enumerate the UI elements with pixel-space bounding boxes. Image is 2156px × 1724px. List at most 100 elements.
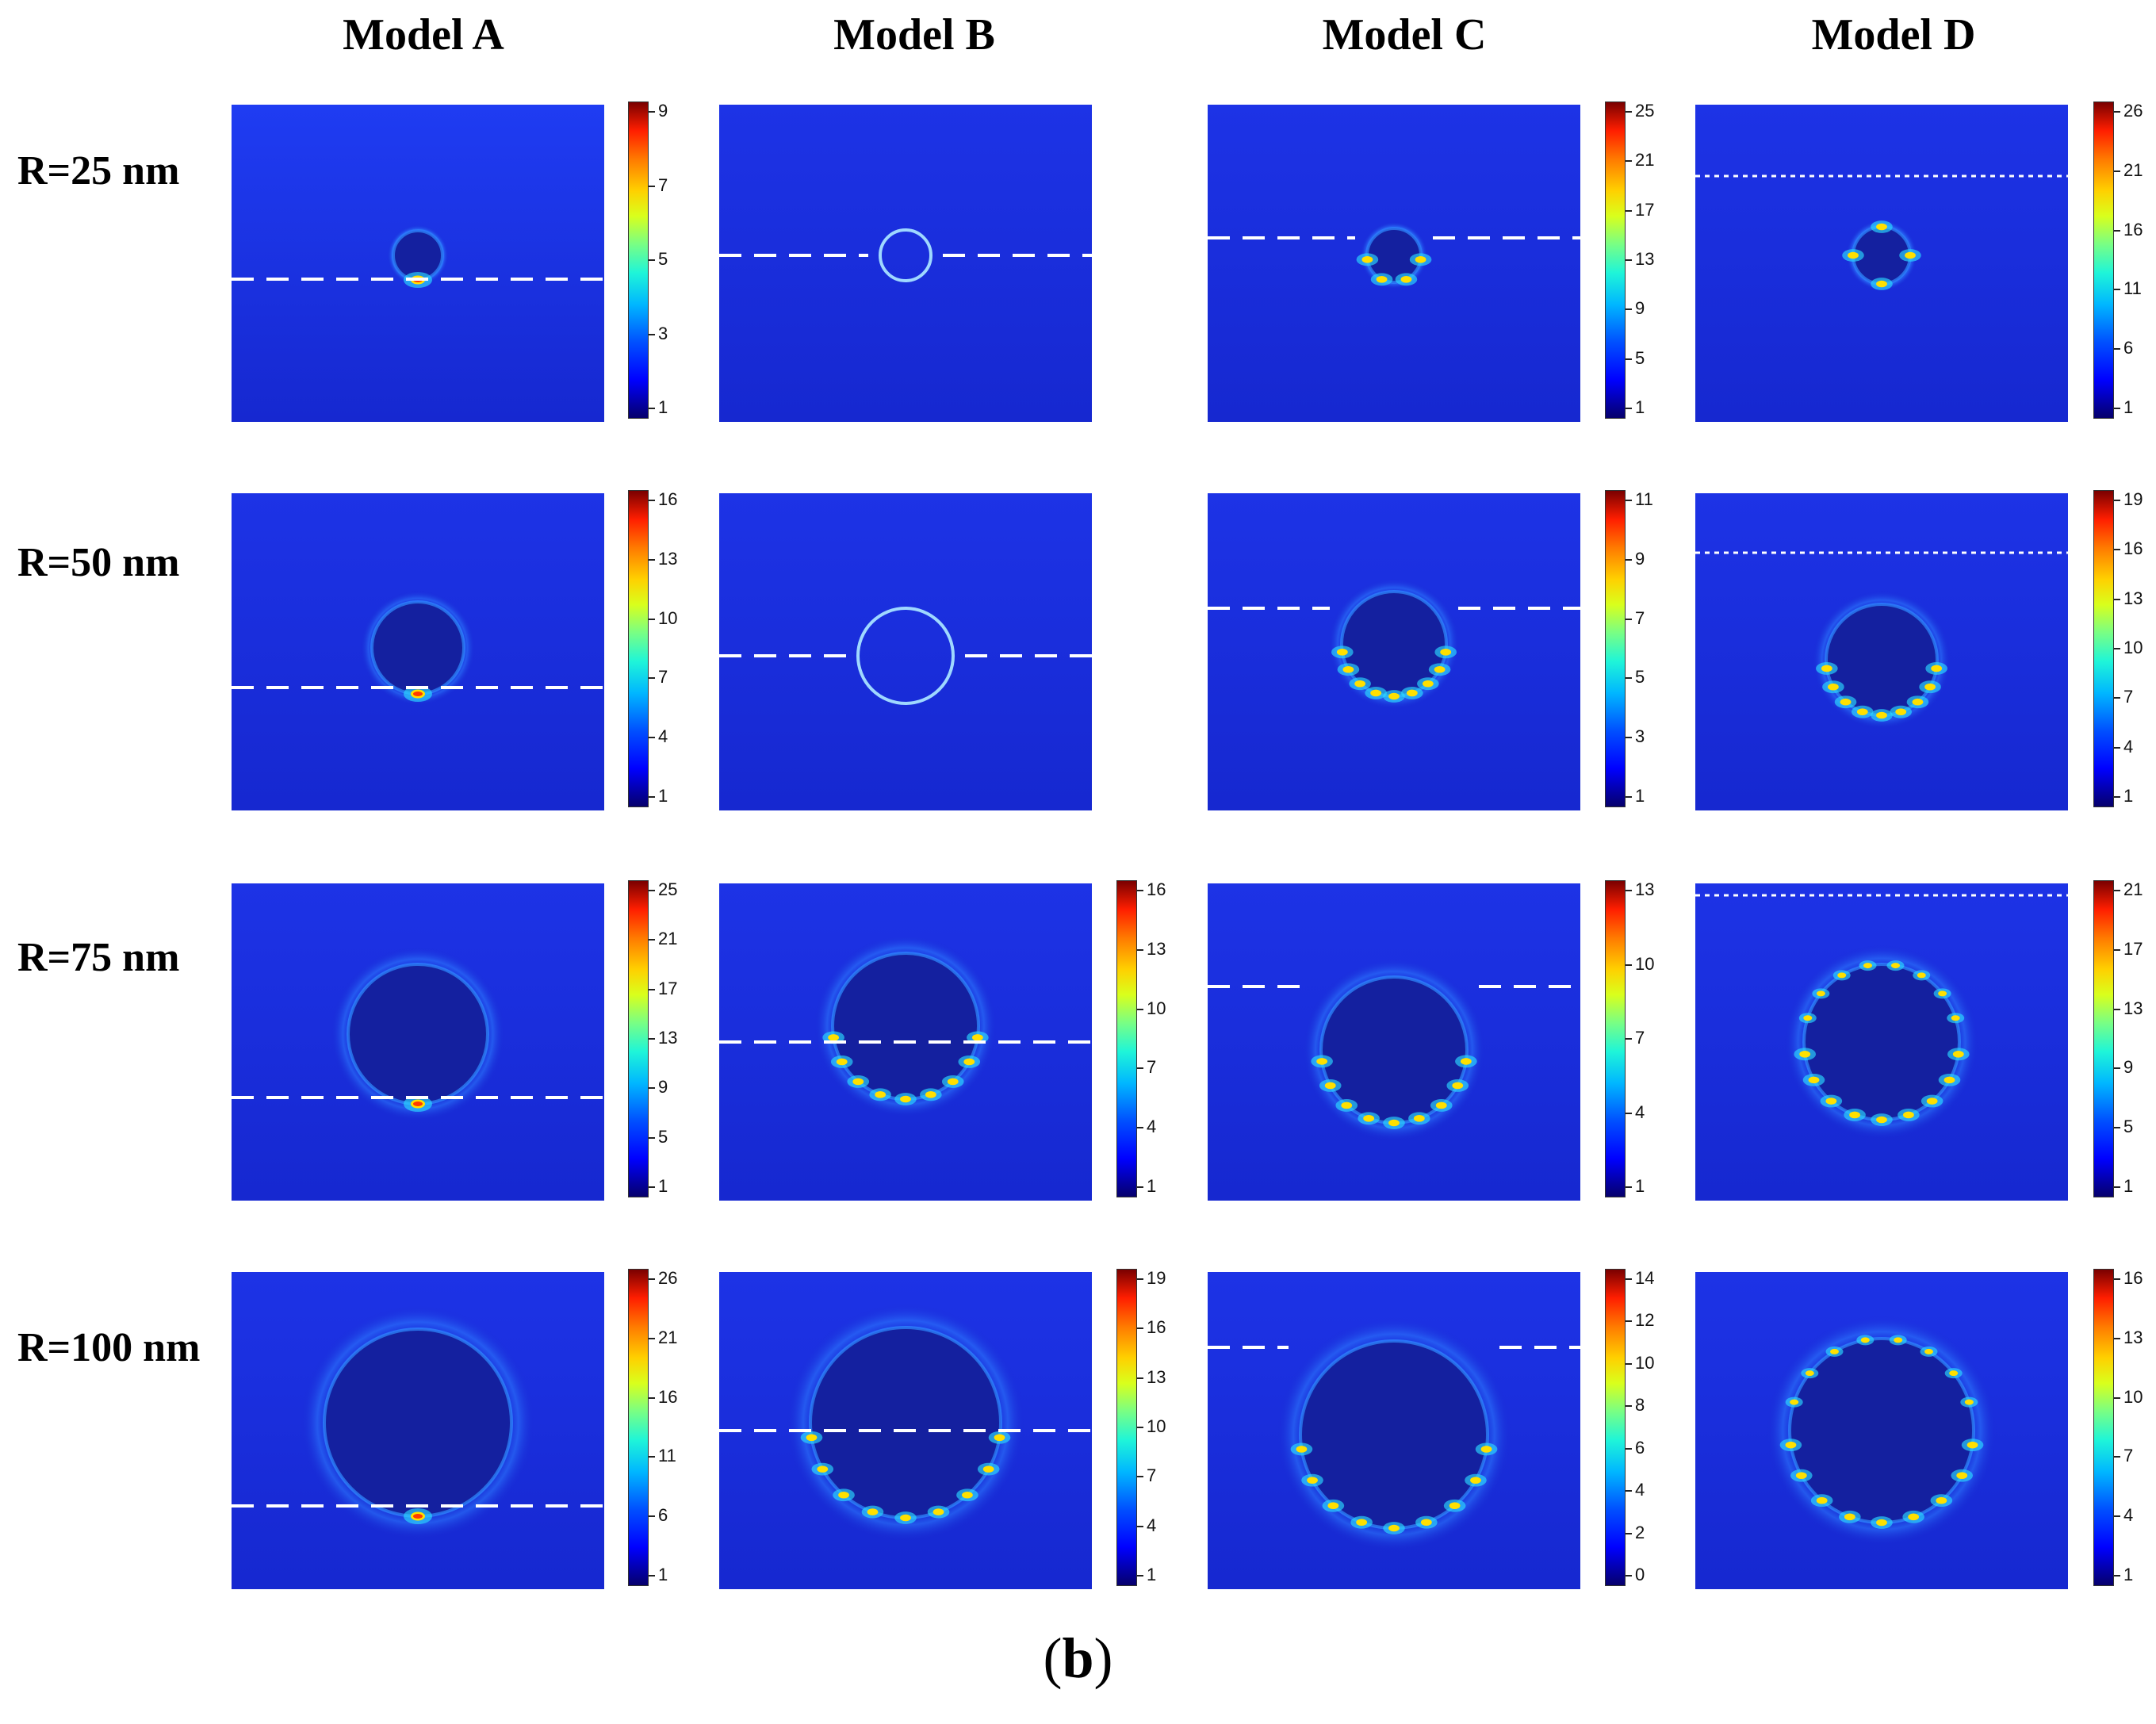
field-map-panel-a-row4: [232, 1272, 604, 1589]
colorbar-tick-label: 0: [1635, 1565, 1645, 1584]
particle-interior: [372, 602, 464, 694]
hotspot-core: [1376, 275, 1388, 283]
hotspot-core: [1324, 1082, 1336, 1090]
colorbar-tick-label: 9: [658, 1077, 668, 1098]
colorbar-tick-label: 10: [1635, 1352, 1655, 1373]
hotspot-core: [1790, 1399, 1799, 1405]
particle-interior: [1804, 964, 1959, 1120]
hotspot-core: [1356, 1519, 1368, 1527]
hotspot-core: [1840, 698, 1852, 706]
colorbar-d-row1: 26 21 16 11 6 1: [2093, 101, 2156, 419]
colorbar-tick-label: 1: [2123, 397, 2134, 417]
column-title-model-a: Model A: [343, 10, 504, 59]
colorbar-tick-label: 13: [658, 1028, 678, 1048]
hotspot-core: [1876, 1116, 1887, 1124]
hotspot-core: [1936, 1496, 1947, 1504]
colorbar-tick-label: 1: [658, 786, 668, 806]
colorbar-tick-label: 13: [1635, 249, 1655, 269]
particle-outline: [879, 228, 932, 282]
field-map-panel-b-row2: [719, 493, 1092, 810]
colorbar-tick-label: 6: [1635, 1437, 1645, 1458]
colorbar-tick-label: 10: [1147, 998, 1166, 1018]
colorbar-tick-label: 7: [2123, 1446, 2134, 1466]
field-map-panel-a-row3: [232, 883, 604, 1201]
colorbar-tick-label: 12: [1635, 1310, 1655, 1331]
hotspot-core: [1931, 665, 1943, 672]
colorbar-tick-label: 9: [1635, 298, 1645, 319]
colorbar-tick-label: 17: [1635, 199, 1655, 220]
colorbar-tick-label: 11: [2123, 278, 2142, 299]
hotspot-core: [1876, 280, 1887, 288]
hotspot-core: [867, 1508, 879, 1515]
hotspot-core: [1460, 1058, 1472, 1065]
hotspot-core: [1905, 251, 1916, 259]
particle-interior: [1790, 1339, 1974, 1523]
colorbar-tick-label: 13: [1147, 938, 1166, 959]
hotspot-core: [1805, 1370, 1814, 1377]
colorbar-tick-label: 16: [658, 489, 678, 509]
colorbar-c-row2: 11 9 7 5 3 1: [1605, 489, 1676, 807]
row-label-r75: R=75 nm: [17, 935, 180, 980]
hotspot-core: [1951, 1015, 1960, 1021]
hotspot-core: [1876, 223, 1887, 231]
column-title-model-c: Model C: [1322, 10, 1487, 59]
hotspot-core: [1964, 1399, 1974, 1405]
colorbar-tick-label: 26: [658, 1268, 678, 1288]
hotspot-core: [1816, 1496, 1828, 1504]
colorbar-tick-label: 16: [2123, 538, 2143, 559]
hotspot-core: [963, 1058, 975, 1066]
field-map-panel-c-row4: [1208, 1272, 1580, 1589]
colorbar-tick-label: 19: [2123, 489, 2143, 509]
colorbar-tick-label: 3: [1635, 726, 1645, 747]
colorbar-tick-label: 10: [2123, 1386, 2143, 1407]
hotspot-core: [1434, 665, 1446, 673]
colorbar-tick-label: 21: [1635, 150, 1655, 170]
hotspot-core: [817, 1465, 829, 1473]
hotspot-core: [1837, 972, 1847, 979]
colorbar-tick-label: 7: [658, 174, 668, 195]
colorbar-tick-label: 16: [1147, 879, 1166, 899]
hotspot-core: [1903, 1111, 1914, 1119]
colorbar-tick-label: 11: [658, 1446, 676, 1466]
colorbar-tick-label: 10: [1147, 1416, 1166, 1436]
colorbar-gradient: [1116, 880, 1137, 1197]
hotspot-core: [1924, 1348, 1933, 1354]
colorbar-gradient: [2093, 490, 2114, 807]
field-map-panel-a-row2: [232, 493, 604, 810]
hotspot-core: [1341, 1101, 1353, 1109]
colorbar-tick-label: 1: [2123, 786, 2134, 806]
colorbar-tick-label: 4: [1147, 1515, 1157, 1535]
hotspot-core: [1895, 708, 1907, 715]
colorbar-tick-label: 16: [2123, 1268, 2143, 1288]
particle-outline: [856, 607, 955, 705]
colorbar-b-row3: 16 13 10 7 4 1: [1116, 879, 1188, 1197]
colorbar-tick-label: 1: [658, 1565, 668, 1584]
colorbar-tick-label: 7: [1147, 1057, 1157, 1078]
field-map-panel-b-row4: [719, 1272, 1092, 1589]
hotspot-core: [1863, 963, 1873, 969]
colorbar-d-row4: 16 13 10 7 4 1: [2093, 1268, 2156, 1586]
hotspot-core: [971, 1034, 983, 1041]
colorbar-tick-label: 7: [2123, 687, 2134, 707]
column-title-model-b: Model B: [833, 10, 995, 59]
hotspot-core: [1400, 275, 1412, 283]
colorbar-tick-label: 10: [658, 607, 678, 628]
colorbar-tick-label: 3: [658, 323, 668, 343]
hotspot-core: [1966, 1441, 1978, 1449]
colorbar-gradient: [628, 102, 649, 419]
particle-interior: [833, 953, 978, 1099]
hotspot-core: [1420, 1519, 1432, 1527]
hotspot-core: [1860, 1337, 1870, 1343]
hotspot-core: [1388, 1524, 1400, 1532]
colorbar-tick-label: 4: [2123, 736, 2134, 757]
colorbar-tick-label: 5: [2123, 1117, 2134, 1137]
hotspot-core: [875, 1091, 887, 1098]
colorbar-tick-label: 13: [2123, 588, 2143, 608]
hotspot-core: [1470, 1477, 1481, 1484]
hotspot-core: [838, 1491, 849, 1499]
row-label-r25: R=25 nm: [17, 148, 180, 193]
colorbar-a-row4: 26 21 16 11 6 1: [628, 1268, 699, 1586]
hotspot-core: [1803, 1015, 1813, 1021]
colorbar-gradient: [1605, 490, 1626, 807]
hotspot-core: [1956, 1472, 1968, 1479]
